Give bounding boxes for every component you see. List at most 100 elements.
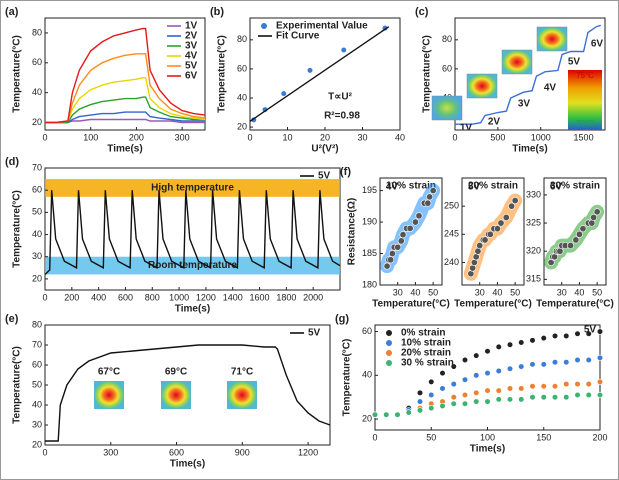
data-point — [529, 361, 536, 368]
data-point — [596, 328, 604, 335]
data-point — [585, 391, 592, 399]
legend-swatch — [386, 350, 392, 356]
x-tick-label: 200 — [64, 292, 79, 302]
data-point — [429, 187, 437, 195]
x-tick-label: 40 — [395, 132, 405, 142]
x-tick-label: 1600 — [250, 292, 270, 302]
data-point — [428, 378, 435, 385]
y-tick-label: 20 — [362, 413, 372, 423]
data-point — [574, 380, 581, 388]
panel-label: (c) — [415, 6, 429, 18]
data-point — [484, 387, 491, 394]
x-tick-label: 50 — [428, 287, 438, 297]
x-axis-label: Temperature(°C) — [454, 299, 532, 310]
data-point — [383, 411, 390, 418]
y-tick-label: 60 — [362, 326, 372, 336]
x-tick-label: 1800 — [276, 292, 296, 302]
y-axis-label: Resistance(Ω) — [347, 198, 358, 266]
x-axis-label: Time(s) — [170, 459, 205, 470]
data-point — [518, 385, 525, 392]
data-point — [574, 330, 581, 337]
data-point — [596, 391, 604, 399]
data-point — [416, 407, 424, 414]
data-point — [585, 330, 592, 337]
data-point — [551, 394, 559, 401]
y-tick-label: 80 — [237, 34, 247, 44]
thermal-image — [227, 381, 257, 409]
data-point — [306, 67, 314, 74]
data-point — [506, 385, 514, 392]
y-tick-label: 240 — [444, 257, 459, 267]
y-tick-label: 60 — [442, 63, 452, 73]
data-point — [484, 370, 491, 377]
x-axis-label: Time(s) — [175, 304, 210, 315]
legend-label: 4V — [185, 51, 198, 62]
annotation: 5V — [584, 325, 597, 336]
data-point — [596, 378, 604, 385]
series-line — [45, 27, 206, 124]
y-tick-label: 80 — [442, 34, 452, 44]
data-point — [529, 337, 536, 344]
x-tick-label: 40 — [492, 287, 502, 297]
y-tick-label: 80 — [32, 319, 42, 329]
x-tick-label: 1200 — [196, 292, 216, 302]
data-point — [280, 90, 287, 97]
x-tick-label: 300 — [175, 132, 190, 142]
x-tick-label: 0 — [452, 132, 457, 142]
data-point — [511, 197, 519, 205]
annotation: R²=0.98 — [324, 111, 360, 122]
legend-label: 2V — [185, 31, 198, 42]
annotation: 1V — [460, 123, 473, 134]
data-point — [575, 230, 583, 238]
data-point — [484, 348, 491, 355]
x-tick-label: 40 — [410, 287, 420, 297]
data-point — [450, 363, 457, 370]
x-axis-label: U²(V²) — [311, 144, 338, 155]
colorbar-label: 75°C — [576, 71, 594, 80]
panel-label: (e) — [5, 313, 19, 325]
y-tick-label: 20 — [32, 273, 42, 283]
colorbar-label: 20°C — [576, 119, 594, 128]
data-point — [405, 409, 412, 416]
x-tick-label: 500 — [490, 132, 505, 142]
x-axis-label: Temperature(°C) — [536, 299, 614, 310]
data-point — [540, 361, 547, 368]
y-tick-label: 50 — [32, 379, 42, 389]
y-tick-label: 180 — [362, 279, 377, 289]
x-tick-label: 0 — [42, 447, 47, 457]
data-point — [411, 218, 419, 226]
colorbar — [568, 70, 602, 130]
data-point — [518, 363, 525, 370]
y-tick-label: 245 — [444, 229, 459, 239]
data-point — [540, 383, 547, 390]
data-point — [461, 391, 469, 399]
data-point — [394, 411, 401, 418]
y-tick-label: 50 — [32, 207, 42, 217]
x-tick-label: 0 — [42, 132, 47, 142]
x-axis-label: Time(s) — [512, 144, 547, 155]
data-point — [574, 391, 581, 399]
x-tick-label: 30 — [357, 132, 367, 142]
series-line — [44, 190, 341, 276]
data-point — [529, 383, 536, 390]
data-point — [394, 243, 402, 251]
data-point — [473, 352, 480, 359]
annotation: T∝U² — [328, 92, 352, 103]
y-tick-label: 20 — [237, 121, 247, 131]
data-point — [340, 46, 347, 54]
x-tick-label: 1500 — [574, 132, 594, 142]
annotation: 67°C — [98, 367, 120, 378]
series-line — [45, 118, 205, 124]
annotation: 2V — [488, 117, 501, 128]
data-point — [484, 398, 491, 405]
thermal-image — [161, 381, 191, 409]
annotation: 3V — [518, 99, 531, 110]
y-tick-label: 30 — [32, 251, 42, 261]
data-point — [388, 250, 396, 258]
band-label: High temperature — [151, 183, 234, 194]
annotation: 6V — [550, 182, 563, 193]
data-point — [506, 365, 514, 372]
series-line — [455, 24, 601, 125]
data-point — [497, 219, 505, 227]
data-point — [585, 380, 592, 388]
